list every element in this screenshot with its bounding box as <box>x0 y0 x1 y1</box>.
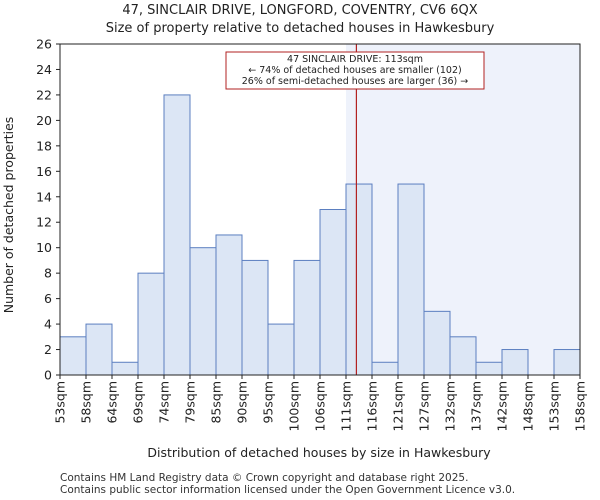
bar-79sqm <box>189 247 217 376</box>
y-tick-label: 4 <box>44 317 52 332</box>
bar-132sqm <box>449 336 477 376</box>
x-tick-label: 132sqm <box>443 381 458 431</box>
x-tick-label: 111sqm <box>339 381 354 431</box>
x-tick-label: 148sqm <box>521 381 536 431</box>
bar-142sqm <box>501 349 529 376</box>
annotation-line-2: ← 74% of detached houses are smaller (10… <box>248 65 461 76</box>
y-tick-label: 20 <box>36 113 52 128</box>
x-tick-label: 142sqm <box>495 381 510 431</box>
x-tick-label: 116sqm <box>365 381 380 431</box>
x-tick-label: 158sqm <box>573 381 588 431</box>
x-tick-label: 100sqm <box>287 381 302 431</box>
highlight-region <box>346 44 580 375</box>
bar-100sqm <box>293 259 321 376</box>
x-tick-label: 58sqm <box>79 381 94 424</box>
x-tick-label: 106sqm <box>313 381 328 431</box>
x-tick-label: 64sqm <box>105 381 120 424</box>
footer-licence: Contains public sector information licen… <box>60 484 516 496</box>
bar-74sqm <box>163 94 191 376</box>
y-tick-label: 0 <box>44 368 52 383</box>
x-tick-label: 121sqm <box>391 381 406 431</box>
y-tick-label: 18 <box>36 138 52 153</box>
bar-137sqm <box>475 361 503 376</box>
bar-90sqm <box>241 259 269 376</box>
x-tick-label: 127sqm <box>417 381 432 431</box>
y-tick-label: 8 <box>44 266 52 281</box>
bar-121sqm <box>397 183 425 376</box>
y-tick-label: 16 <box>36 164 52 179</box>
x-tick-label: 79sqm <box>183 381 198 424</box>
annotation-line-3: 26% of semi-detached houses are larger (… <box>242 76 469 87</box>
chart-title: 47, SINCLAIR DRIVE, LONGFORD, COVENTRY, … <box>122 3 478 18</box>
bar-64sqm <box>111 361 139 376</box>
y-tick-label: 14 <box>36 189 52 204</box>
y-tick-label: 12 <box>36 215 52 230</box>
x-tick-label: 90sqm <box>235 381 250 424</box>
x-axis-label: Distribution of detached houses by size … <box>147 445 491 460</box>
bar-85sqm <box>215 234 243 376</box>
bar-116sqm <box>371 361 399 376</box>
x-tick-label: 53sqm <box>53 381 68 424</box>
bar-69sqm <box>137 272 165 376</box>
bar-111sqm <box>345 183 373 376</box>
y-tick-label: 26 <box>36 37 52 52</box>
bar-58sqm <box>85 323 113 376</box>
x-tick-label: 74sqm <box>157 381 172 424</box>
y-tick-label: 2 <box>44 342 52 357</box>
bar-95sqm <box>267 323 295 376</box>
annotation-box <box>225 51 485 90</box>
y-tick-label: 10 <box>36 240 52 255</box>
bar-106sqm <box>319 209 347 376</box>
footer-copyright: Contains HM Land Registry data © Crown c… <box>60 472 469 484</box>
x-tick-label: 153sqm <box>547 381 562 431</box>
x-tick-label: 85sqm <box>209 381 224 424</box>
bar-127sqm <box>423 310 451 376</box>
x-tick-label: 137sqm <box>469 381 484 431</box>
annotation-line-1: 47 SINCLAIR DRIVE: 113sqm <box>287 54 423 65</box>
bar-153sqm <box>553 349 581 376</box>
y-tick-label: 22 <box>36 87 52 102</box>
chart-subtitle: Size of property relative to detached ho… <box>105 21 495 36</box>
x-tick-label: 69sqm <box>131 381 146 424</box>
y-tick-label: 24 <box>36 62 52 77</box>
bar-53sqm <box>59 336 87 376</box>
y-tick-label: 6 <box>44 291 52 306</box>
y-axis-label: Number of detached properties <box>1 117 16 314</box>
x-tick-label: 95sqm <box>261 381 276 424</box>
